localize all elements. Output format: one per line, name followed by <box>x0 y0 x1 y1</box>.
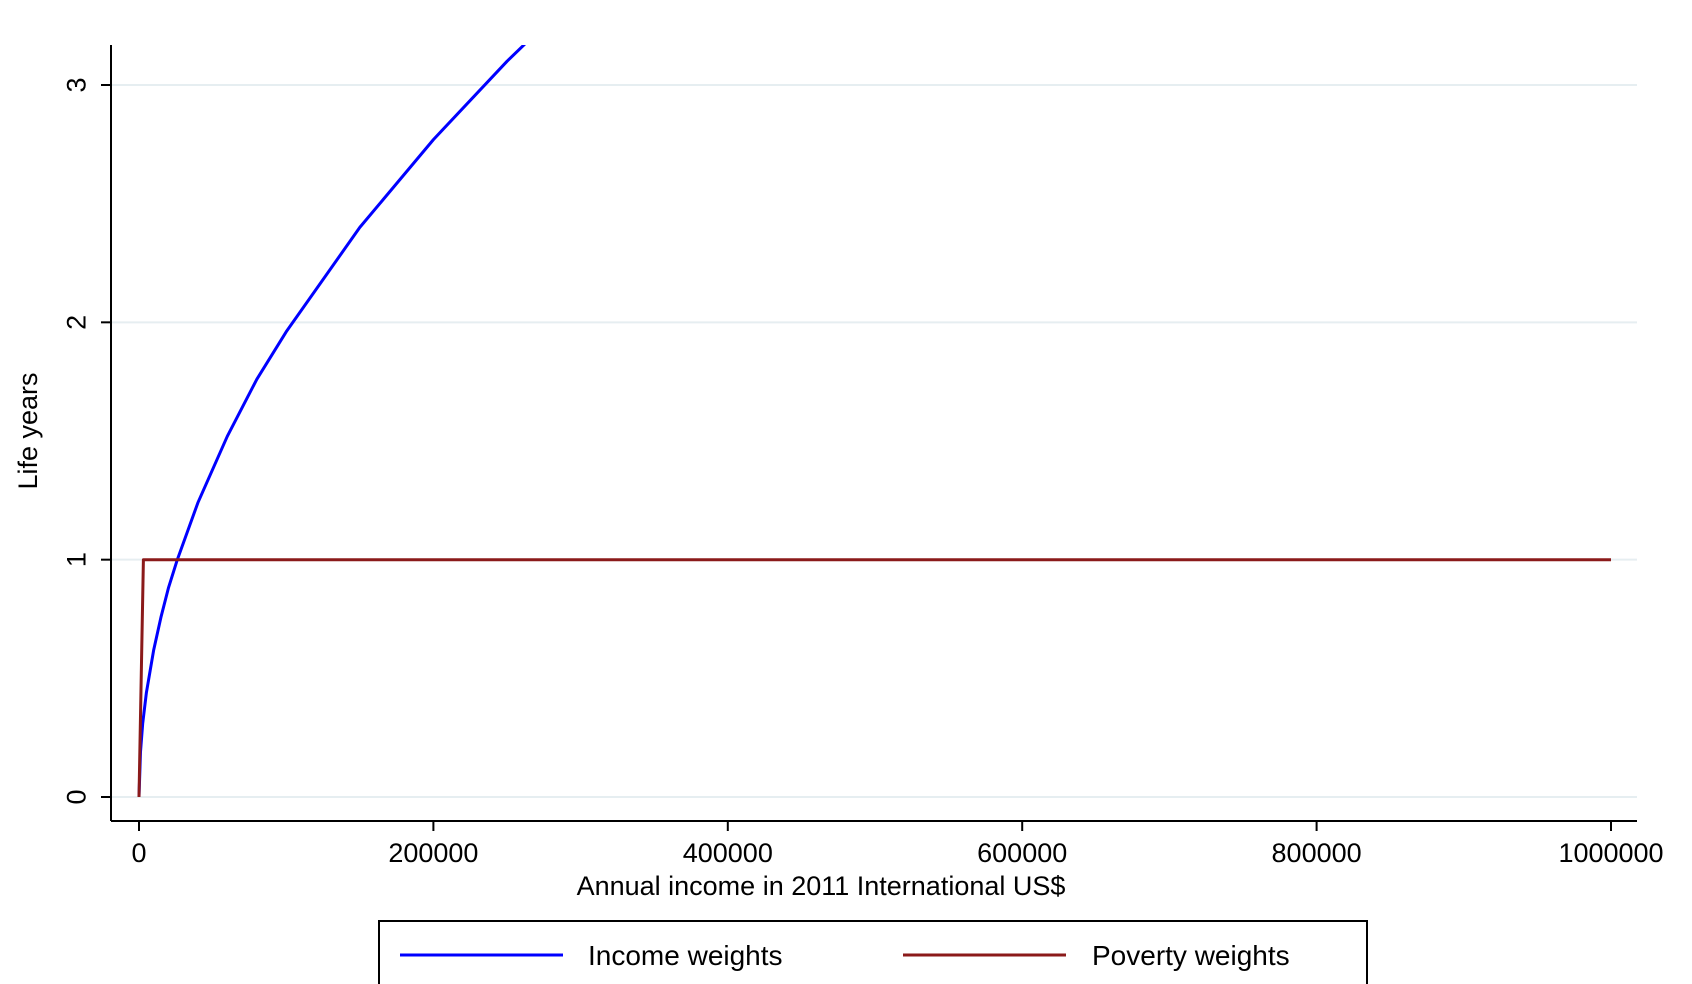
plot-area <box>137 45 1611 798</box>
x-tick-label-2: 400000 <box>683 838 773 868</box>
x-tick-label-4: 800000 <box>1272 838 1362 868</box>
axes: 0 200000 400000 600000 800000 1000000 0 1 2 3 <box>61 45 1664 868</box>
x-tick-label-5: 1000000 <box>1558 838 1663 868</box>
y-tick-label-3: 3 <box>61 77 91 92</box>
legend-label-2: Poverty weights <box>1092 940 1290 971</box>
y-tick-label-1: 1 <box>61 552 91 567</box>
series-line-2 <box>137 558 1611 798</box>
grid-lines <box>111 84 1637 798</box>
y-tick-label-0: 0 <box>61 789 91 804</box>
legend-box <box>378 920 1368 984</box>
legend-label-1: Income weights <box>588 940 783 971</box>
y-axis-label: Life years <box>13 372 43 489</box>
series-line-1 <box>137 45 527 798</box>
x-tick-label-1: 200000 <box>388 838 478 868</box>
x-tick-label-0: 0 <box>131 838 146 868</box>
x-tick-label-3: 600000 <box>977 838 1067 868</box>
x-axis-label: Annual income in 2011 International US$ <box>577 871 1066 901</box>
y-tick-label-2: 2 <box>61 315 91 330</box>
legend: Income weights Poverty weights <box>378 920 1368 984</box>
